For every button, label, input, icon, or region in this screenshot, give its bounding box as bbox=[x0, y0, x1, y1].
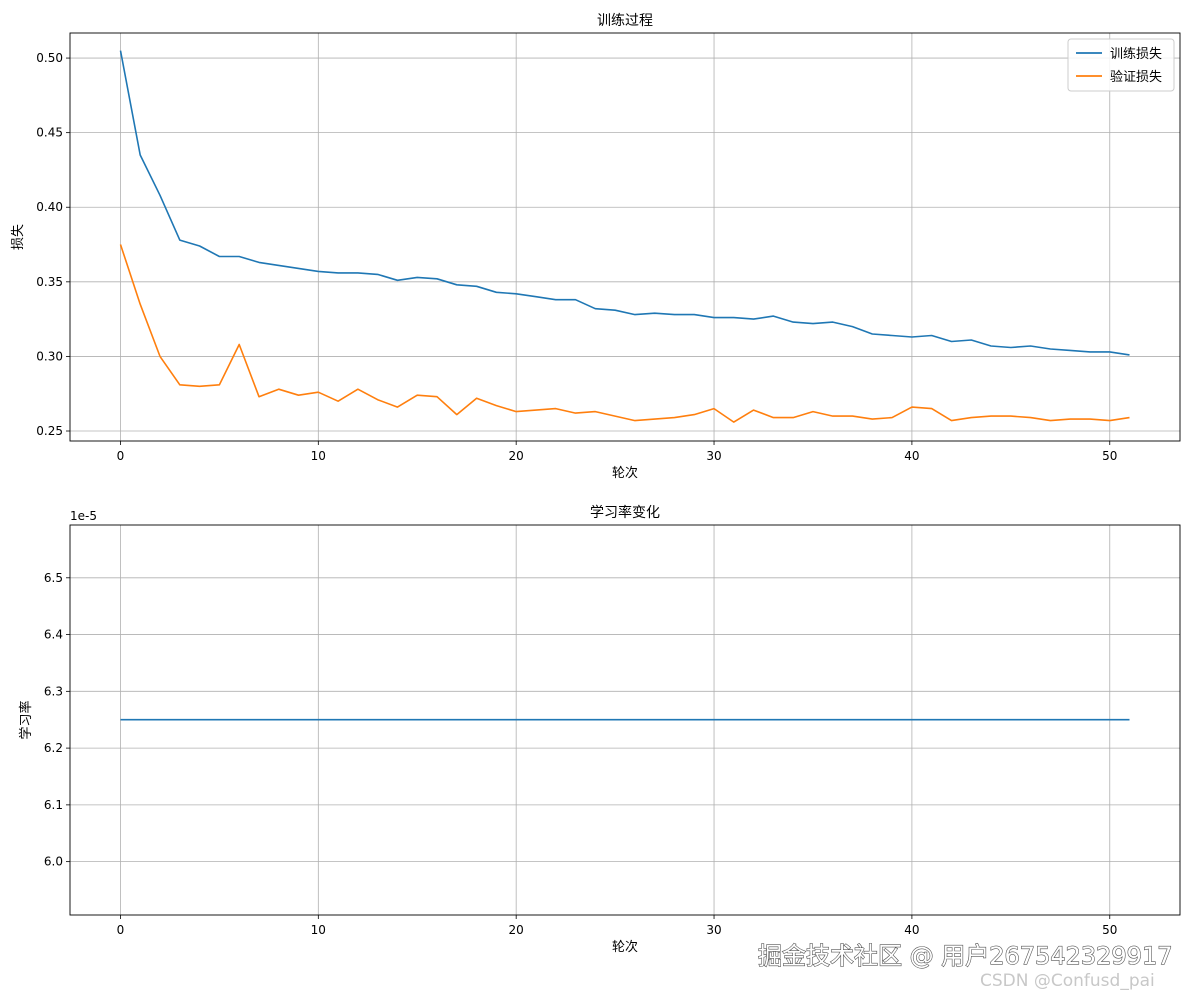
x-tick-label: 40 bbox=[904, 923, 919, 937]
y-axis-label: 损失 bbox=[11, 224, 26, 250]
y-tick-label: 6.1 bbox=[44, 798, 63, 812]
y-axis-label: 学习率 bbox=[18, 700, 34, 739]
y-tick-label: 0.25 bbox=[36, 424, 63, 438]
legend-box bbox=[1067, 38, 1175, 92]
y-tick-label: 6.5 bbox=[44, 571, 63, 585]
x-tick-label: 0 bbox=[117, 449, 125, 463]
chart-title: 训练过程 bbox=[597, 13, 653, 29]
y-tick-label: 6.0 bbox=[44, 855, 63, 869]
x-tick-label: 40 bbox=[904, 449, 919, 463]
x-tick-label: 30 bbox=[706, 449, 721, 463]
axes-frame bbox=[69, 524, 1181, 916]
y-tick-label: 0.50 bbox=[36, 51, 63, 65]
x-axis-label: 轮次 bbox=[612, 465, 638, 481]
x-axis-label: 轮次 bbox=[612, 939, 638, 955]
y-offset-label: 1e-5 bbox=[70, 509, 97, 523]
x-tick-label: 50 bbox=[1102, 923, 1117, 937]
x-tick-label: 30 bbox=[706, 923, 721, 937]
x-tick-label: 20 bbox=[509, 449, 524, 463]
watermark-juejin: 掘金技术社区 @ 用户267542329917 bbox=[758, 942, 1173, 970]
x-tick-label: 20 bbox=[509, 923, 524, 937]
axes-frame bbox=[69, 32, 1181, 442]
y-tick-label: 6.2 bbox=[44, 741, 63, 755]
chart-title: 学习率变化 bbox=[590, 504, 660, 521]
chart-1: 0 10 20 30 40 50 0.25 0.30 0.35 0.40 0.45 0.50 训练过程轮… bbox=[11, 13, 1181, 481]
y-tick-label: 6.3 bbox=[44, 684, 63, 698]
x-tick-label: 10 bbox=[311, 923, 326, 937]
legend-label: 训练损失 bbox=[1110, 47, 1162, 62]
x-tick-label: 0 bbox=[117, 923, 125, 937]
watermark-csdn: CSDN @Confusd_pai bbox=[980, 971, 1155, 990]
x-tick-label: 10 bbox=[311, 449, 326, 463]
series-line-2 bbox=[119, 244, 1130, 423]
y-tick-label: 6.4 bbox=[44, 628, 63, 642]
y-tick-label: 0.45 bbox=[36, 126, 63, 140]
series-line-1 bbox=[119, 50, 1130, 356]
y-tick-label: 0.40 bbox=[36, 200, 63, 214]
y-tick-label: 0.30 bbox=[36, 349, 63, 363]
legend-label: 验证损失 bbox=[1110, 69, 1162, 85]
x-tick-label: 50 bbox=[1102, 449, 1117, 463]
y-tick-label: 0.35 bbox=[36, 275, 63, 289]
